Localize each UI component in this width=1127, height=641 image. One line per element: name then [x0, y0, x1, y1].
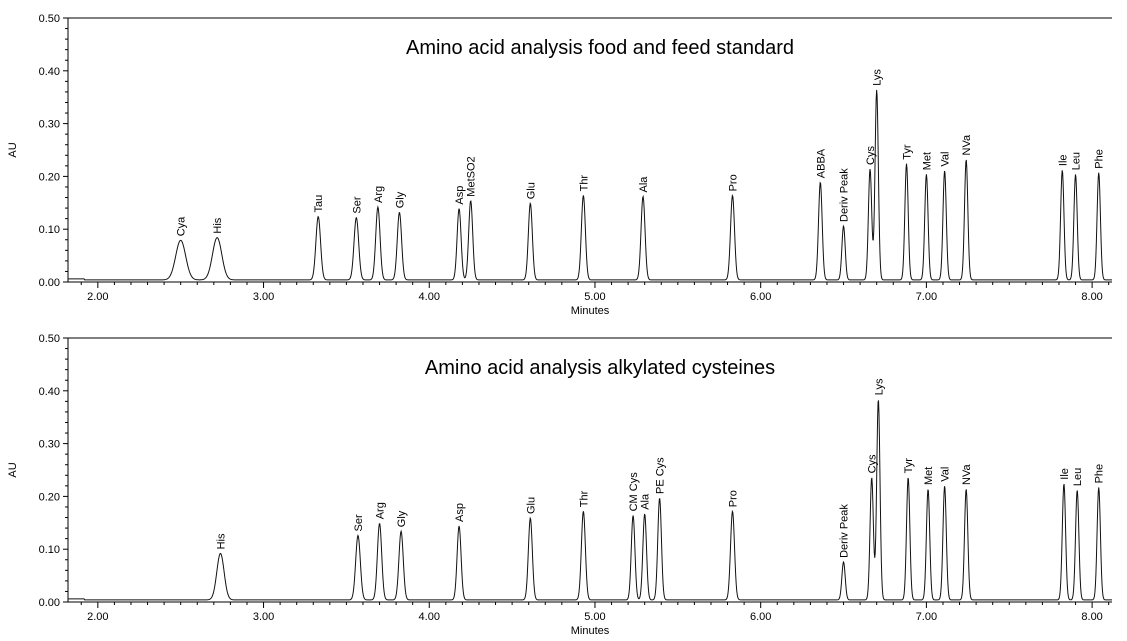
peak-label: Ala [640, 493, 652, 510]
peak-label: Ile [1057, 154, 1069, 166]
peak-label: Val [940, 467, 952, 482]
x-tick-label: 3.00 [253, 291, 274, 303]
peak-label: Gly [396, 510, 408, 527]
peak-label: CM Cys [628, 472, 640, 512]
peak-label: His [212, 217, 224, 233]
chart-title: Amino acid analysis food and feed standa… [406, 37, 794, 59]
peak-label: Met [923, 467, 935, 485]
y-tick-label: 0.50 [39, 333, 60, 345]
y-tick-label: 0.40 [39, 66, 60, 78]
peak-label: Arg [373, 186, 385, 203]
y-axis-title: AU [7, 462, 19, 477]
y-tick-label: 0.40 [39, 386, 60, 398]
peak-label: Glu [525, 497, 537, 514]
peak-label: Tyr [903, 458, 915, 474]
y-tick-label: 0.00 [39, 597, 60, 609]
y-tick-label: 0.10 [39, 544, 60, 556]
peak-label: Thr [578, 175, 590, 192]
x-tick-label: 3.00 [253, 611, 274, 623]
chromatogram-trace [68, 400, 1112, 601]
peak-label: Leu [1071, 152, 1083, 170]
peak-label: Arg [375, 502, 387, 519]
peak-label: Ile [1059, 468, 1071, 480]
peak-label: Asp [454, 186, 466, 205]
y-tick-label: 0.20 [39, 171, 60, 183]
x-tick-label: 2.00 [87, 291, 108, 303]
peak-label: NVa [961, 134, 973, 155]
peak-label: Glu [525, 182, 537, 199]
y-axis-title: AU [7, 142, 19, 157]
y-tick-label: 0.10 [39, 224, 60, 236]
x-tick-label: 2.00 [87, 611, 108, 623]
peak-label: Lys [872, 69, 884, 86]
peak-label: Pro [728, 174, 740, 191]
peak-label: Cys [865, 146, 877, 165]
chart-panel-1: 0.00 0.10 0.20 0.30 0.40 0.50 2.00 3.00 4.00 5.00… [7, 13, 1112, 317]
x-axis-title: Minutes [571, 625, 610, 637]
y-tick-label: 0.30 [39, 439, 60, 451]
peak-label: PE Cys [655, 457, 667, 494]
chart-panel-2: 0.00 0.10 0.20 0.30 0.40 0.50 2.00 3.00 4.00 5.00… [7, 333, 1112, 637]
chromatogram-trace [68, 89, 1112, 281]
y-tick-label: 0.30 [39, 119, 60, 131]
peak-label: Phe [1094, 149, 1106, 169]
x-axis-title: Minutes [571, 305, 610, 317]
x-tick-label: 5.00 [584, 611, 605, 623]
peak-label: Cys [867, 454, 879, 473]
peak-label: Thr [578, 490, 590, 507]
peak-label: Gly [394, 191, 406, 208]
peak-label: Pro [728, 490, 740, 507]
peak-label: Tyr [902, 144, 914, 160]
peak-label: Asp [454, 503, 466, 522]
y-tick-label: 0.50 [39, 13, 60, 25]
peak-label: Deriv Peak [839, 168, 851, 222]
x-tick-label: 4.00 [419, 291, 440, 303]
chart-title: Amino acid analysis alkylated cysteines [425, 357, 775, 379]
x-tick-label: 8.00 [1081, 291, 1102, 303]
x-tick-label: 5.00 [584, 291, 605, 303]
y-tick-label: 0.00 [39, 277, 60, 289]
peak-label: Phe [1094, 464, 1106, 484]
peak-label: Ala [638, 176, 650, 193]
peak-label: Val [940, 152, 952, 167]
peak-label: Met [921, 152, 933, 170]
y-tick-label: 0.20 [39, 491, 60, 503]
peak-label: Lys [873, 378, 885, 395]
peak-label: Ser [353, 514, 365, 531]
x-tick-label: 4.00 [419, 611, 440, 623]
peak-label: MetSO2 [466, 156, 478, 196]
peak-label: Deriv Peak [839, 504, 851, 558]
peak-label: Tau [313, 195, 325, 213]
x-tick-label: 7.00 [916, 611, 937, 623]
peak-label: Cya [176, 216, 188, 236]
x-tick-label: 8.00 [1081, 611, 1102, 623]
peak-label: Leu [1072, 468, 1084, 486]
x-tick-label: 6.00 [750, 291, 771, 303]
x-tick-label: 6.00 [750, 611, 771, 623]
peak-label: His [216, 533, 228, 549]
peak-label: ABBA [815, 148, 827, 178]
peak-label: Ser [351, 196, 363, 213]
x-tick-label: 7.00 [916, 291, 937, 303]
peak-label: NVa [961, 464, 973, 485]
